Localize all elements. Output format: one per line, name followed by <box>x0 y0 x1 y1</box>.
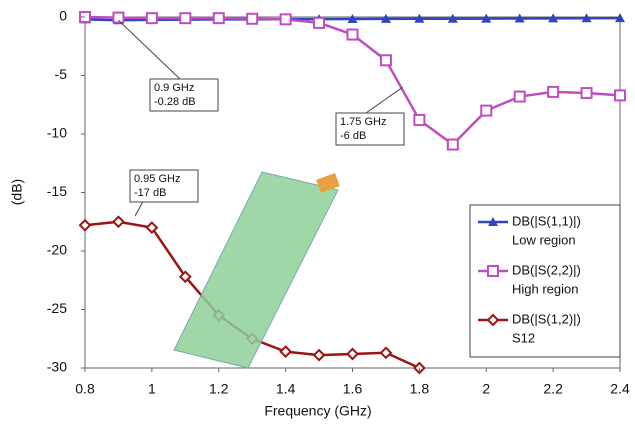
annotation-text: 0.9 GHz <box>154 82 194 94</box>
y-tick-label: -25 <box>47 300 67 316</box>
marker <box>481 106 491 116</box>
marker <box>448 140 458 150</box>
annotation-text: -17 dB <box>134 187 166 199</box>
marker <box>548 87 558 97</box>
x-tick-label: 1.2 <box>209 381 229 397</box>
x-tick-label: 1.4 <box>276 381 296 397</box>
marker <box>147 13 157 23</box>
y-tick-label: -30 <box>47 359 67 375</box>
x-tick-label: 2.2 <box>543 381 563 397</box>
legend-marker <box>488 266 498 276</box>
marker <box>180 13 190 23</box>
annotation-text: 0.95 GHz <box>134 173 180 185</box>
legend-description: S12 <box>512 330 535 345</box>
marker <box>515 92 525 102</box>
legend-label: DB(|S(2,2)|) <box>512 262 581 277</box>
legend-description: High region <box>512 281 579 296</box>
x-tick-label: 0.8 <box>75 381 95 397</box>
y-tick-label: -15 <box>47 183 67 199</box>
legend: DB(|S(1,1)|) Low region DB(|S(2,2)|) High r… <box>470 205 620 357</box>
y-tick-label: -20 <box>47 242 67 258</box>
x-tick-label: 1 <box>148 381 156 397</box>
legend-label: DB(|S(1,1)|) <box>512 213 581 228</box>
marker <box>247 14 257 24</box>
y-axis-label: (dB) <box>9 179 25 205</box>
marker <box>281 14 291 24</box>
x-tick-label: 2 <box>482 381 490 397</box>
marker <box>348 30 358 40</box>
legend-label: DB(|S(1,2)|) <box>512 311 581 326</box>
x-tick-label: 1.6 <box>343 381 363 397</box>
x-axis-label: Frequency (GHz) <box>264 403 371 419</box>
annotation-text: -6 dB <box>340 130 366 142</box>
marker <box>113 13 123 23</box>
annotation-text: 1.75 GHz <box>340 116 386 128</box>
marker <box>214 13 224 23</box>
x-tick-label: 1.8 <box>410 381 430 397</box>
y-tick-label: 0 <box>59 8 67 24</box>
y-tick-label: -5 <box>55 66 68 82</box>
marker <box>582 88 592 98</box>
marker <box>615 90 625 100</box>
marker <box>381 55 391 65</box>
annotation-text: -0.28 dB <box>154 96 196 108</box>
y-tick-label: -10 <box>47 125 67 141</box>
legend-description: Low region <box>512 232 576 247</box>
chart: Frequency (GHz) (dB) 0.8 1 1.2 1.4 1.6 1.8 2 2.… <box>0 0 635 428</box>
marker <box>314 18 324 28</box>
marker <box>414 115 424 125</box>
x-tick-label: 2.4 <box>610 381 630 397</box>
